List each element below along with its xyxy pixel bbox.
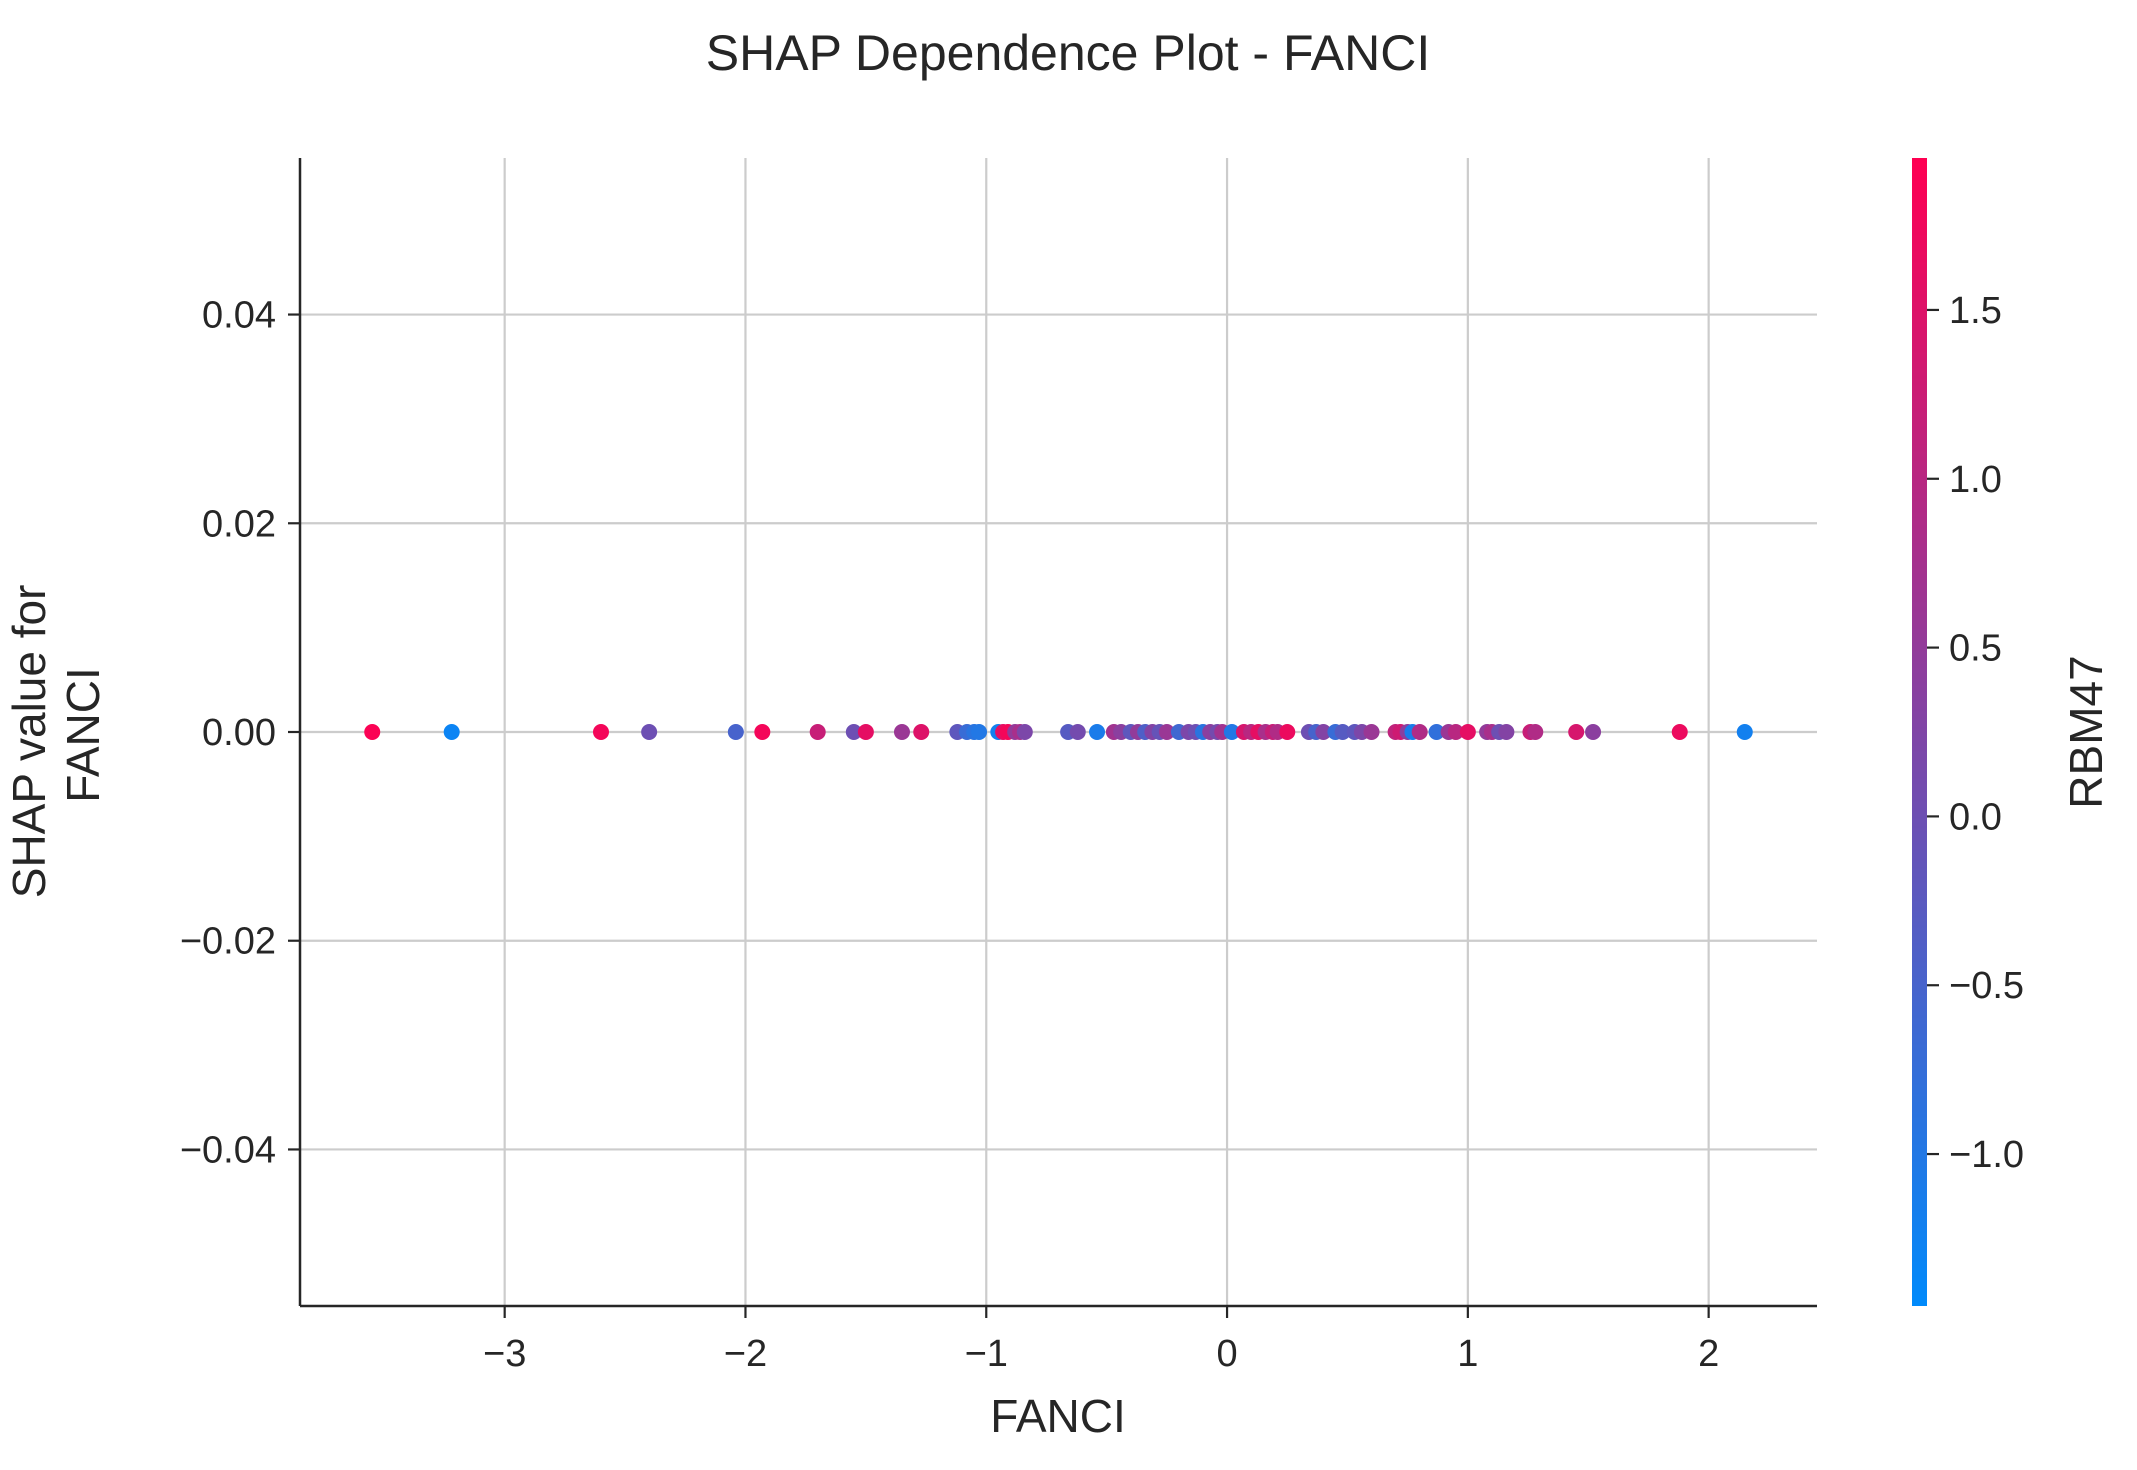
data-point <box>1334 724 1351 740</box>
x-tick-label: 0 <box>1216 1333 1237 1375</box>
y-axis-label-line-1: SHAP value for <box>3 585 55 899</box>
data-point <box>1459 724 1476 740</box>
data-point <box>845 724 862 740</box>
chart-title: SHAP Dependence Plot - FANCI <box>706 25 1430 81</box>
x-tick-label: 2 <box>1698 1333 1719 1375</box>
data-point <box>443 724 460 740</box>
data-point <box>1447 724 1464 740</box>
colorbar-tick-label: 1.5 <box>1949 290 2002 332</box>
data-point <box>857 724 874 740</box>
colorbar-tick-label: 0.0 <box>1949 796 2002 838</box>
colorbar-tick-label: −1.0 <box>1949 1134 2024 1176</box>
colorbar-label: RBM47 <box>2060 655 2112 808</box>
data-point <box>913 724 930 740</box>
data-point <box>1016 724 1033 740</box>
data-point <box>1527 724 1544 740</box>
x-axis-label: FANCI <box>990 1390 1125 1442</box>
y-axis-label-line-2: FANCI <box>57 667 109 802</box>
x-tick-label: −3 <box>483 1333 526 1375</box>
data-point <box>809 724 826 740</box>
x-tick-label: −1 <box>965 1333 1008 1375</box>
y-axis-ticks: 0.04 0.02 0.00 −0.02 −0.04 <box>180 295 300 1171</box>
y-tick-label: −0.02 <box>180 921 276 963</box>
data-point <box>1585 724 1602 740</box>
y-tick-label: 0.04 <box>202 295 276 337</box>
x-tick-label: −2 <box>724 1333 767 1375</box>
data-point <box>364 724 381 740</box>
data-point <box>1158 724 1175 740</box>
scatter-points <box>364 724 1753 740</box>
data-point <box>1315 724 1332 740</box>
data-point <box>1223 724 1240 740</box>
y-axis-label: SHAP value for FANCI <box>3 572 109 898</box>
x-tick-label: 1 <box>1457 1333 1478 1375</box>
data-point <box>1671 724 1688 740</box>
data-point <box>1069 724 1086 740</box>
data-point <box>592 724 609 740</box>
data-point <box>727 724 744 740</box>
colorbar <box>1912 158 1927 1306</box>
data-point <box>1736 724 1753 740</box>
data-point <box>641 724 658 740</box>
y-tick-label: 0.02 <box>202 503 276 545</box>
colorbar-tick-label: 0.5 <box>1949 628 2002 670</box>
data-point <box>1089 724 1106 740</box>
data-point <box>893 724 910 740</box>
data-point <box>1568 724 1585 740</box>
data-point <box>1363 724 1380 740</box>
x-axis-ticks: −3 −2 −1 0 1 2 <box>483 1306 1719 1375</box>
y-tick-label: 0.00 <box>202 712 276 754</box>
colorbar-tick-label: −0.5 <box>1949 965 2024 1007</box>
colorbar-tick-label: 1.0 <box>1949 459 2002 501</box>
data-point <box>1411 724 1428 740</box>
y-tick-label: −0.04 <box>180 1129 276 1171</box>
colorbar-ticks: 1.5 1.0 0.5 0.0 −0.5 −1.0 <box>1927 290 2024 1176</box>
data-point <box>1279 724 1296 740</box>
data-point <box>971 724 988 740</box>
data-point <box>1428 724 1445 740</box>
data-point <box>1498 724 1515 740</box>
data-point <box>754 724 771 740</box>
